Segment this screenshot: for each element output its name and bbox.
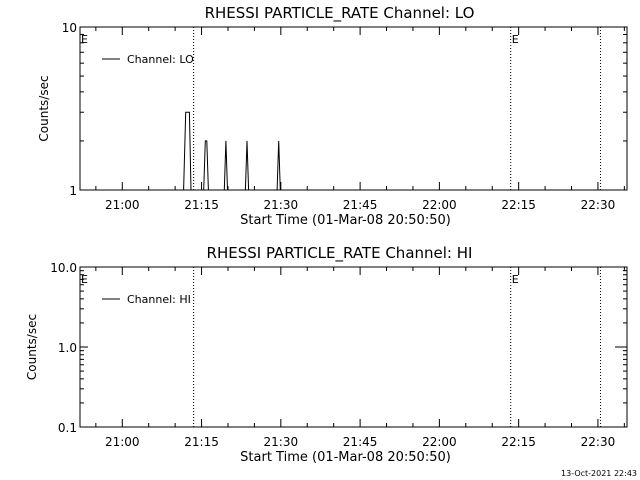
panel-lo: RHESSI PARTICLE_RATE Channel: LO Counts/s…	[37, 4, 628, 228]
plot-frame	[79, 26, 628, 191]
x-tick-label: 21:45	[343, 198, 378, 212]
x-tick-label: 22:00	[422, 198, 457, 212]
y-tick-label: 1	[69, 184, 77, 198]
plot-frame	[79, 266, 628, 428]
event-marker-label: E	[512, 33, 519, 46]
legend-label: Channel: LO	[127, 53, 194, 66]
x-tick-label: 21:00	[105, 435, 140, 449]
series-line-channel-lo	[80, 111, 627, 191]
chart-title: RHESSI PARTICLE_RATE Channel: HI	[207, 244, 473, 263]
x-tick-label: 21:30	[264, 198, 299, 212]
x-tick-label: 22:30	[581, 198, 616, 212]
y-tick-label: 1.0	[58, 341, 77, 355]
x-tick-label: 21:15	[184, 198, 219, 212]
x-tick-label: 22:30	[581, 435, 616, 449]
chart-title: RHESSI PARTICLE_RATE Channel: LO	[205, 4, 475, 23]
x-tick-label: 21:45	[343, 435, 378, 449]
panel-hi: RHESSI PARTICLE_RATE Channel: HI Counts/s…	[25, 244, 628, 465]
left-marker-label: E	[81, 273, 88, 286]
x-tick-label: 22:00	[422, 435, 457, 449]
y-tick-label: 0.1	[58, 421, 77, 435]
x-axis-label: Start Time (01-Mar-08 20:50:50)	[240, 450, 451, 465]
x-axis-label: Start Time (01-Mar-08 20:50:50)	[240, 213, 451, 228]
y-tick-label: 10	[62, 21, 77, 35]
left-marker-label: E	[81, 33, 88, 46]
x-tick-label: 21:00	[105, 198, 140, 212]
x-tick-label: 22:15	[501, 198, 536, 212]
footer-timestamp: 13-Oct-2021 22:43	[561, 469, 637, 478]
y-axis-label: Counts/sec	[37, 75, 51, 141]
x-tick-label: 21:15	[184, 435, 219, 449]
x-tick-label: 21:30	[264, 435, 299, 449]
legend-label: Channel: HI	[127, 293, 191, 306]
y-axis-label: Counts/sec	[25, 314, 39, 380]
x-tick-label: 22:15	[501, 435, 536, 449]
event-marker-label: E	[512, 273, 519, 286]
y-tick-label: 10.0	[50, 261, 77, 275]
